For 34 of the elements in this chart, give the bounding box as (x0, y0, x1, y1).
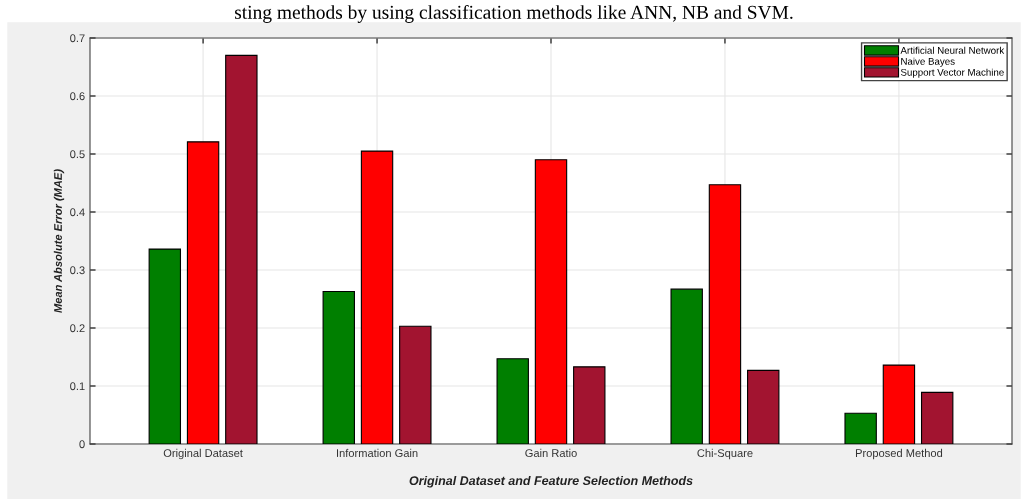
legend-label: Support Vector Machine (900, 68, 1004, 78)
bar (882, 364, 916, 444)
y-tick-label: 0.2 (70, 324, 85, 333)
legend-label: Naive Bayes (901, 57, 955, 67)
y-axis-title: Mean Absolute Error (MAE) (53, 169, 65, 313)
bar (920, 391, 954, 444)
x-tick-label: Proposed Method (855, 448, 943, 460)
x-tick-label: Information Gain (337, 448, 418, 458)
bar (747, 369, 780, 444)
y-tick-label: 0.4 (70, 208, 85, 217)
bar (496, 358, 529, 444)
bar (186, 141, 220, 444)
y-tick-label: 0.1 (70, 382, 85, 391)
x-axis-title: Original Dataset and Feature Selection Methods (409, 475, 693, 488)
x-tick-label: Original Dataset (163, 448, 243, 460)
x-tick-label: Gain Ratio (525, 448, 577, 458)
bar (670, 288, 703, 444)
bar (322, 290, 355, 444)
y-tick-label: 0.3 (70, 266, 85, 275)
x-tick-label: Chi-Square (697, 448, 753, 460)
bar (399, 325, 432, 444)
bar (573, 366, 606, 444)
bar (708, 184, 742, 444)
text: sting methods by using classification methods like ANN, NB and SVM. (235, 4, 793, 23)
y-tick-label: 0 (79, 440, 85, 449)
bar (844, 412, 877, 444)
y-tick-label: 0.5 (70, 150, 85, 159)
bar (225, 54, 258, 444)
y-tick-label: 0.7 (70, 34, 85, 43)
legend-label: Artificial Neural Network (900, 46, 1005, 54)
bar (148, 248, 182, 444)
bar (360, 150, 394, 444)
y-tick-label: 0.6 (70, 92, 85, 101)
bar (534, 159, 568, 444)
